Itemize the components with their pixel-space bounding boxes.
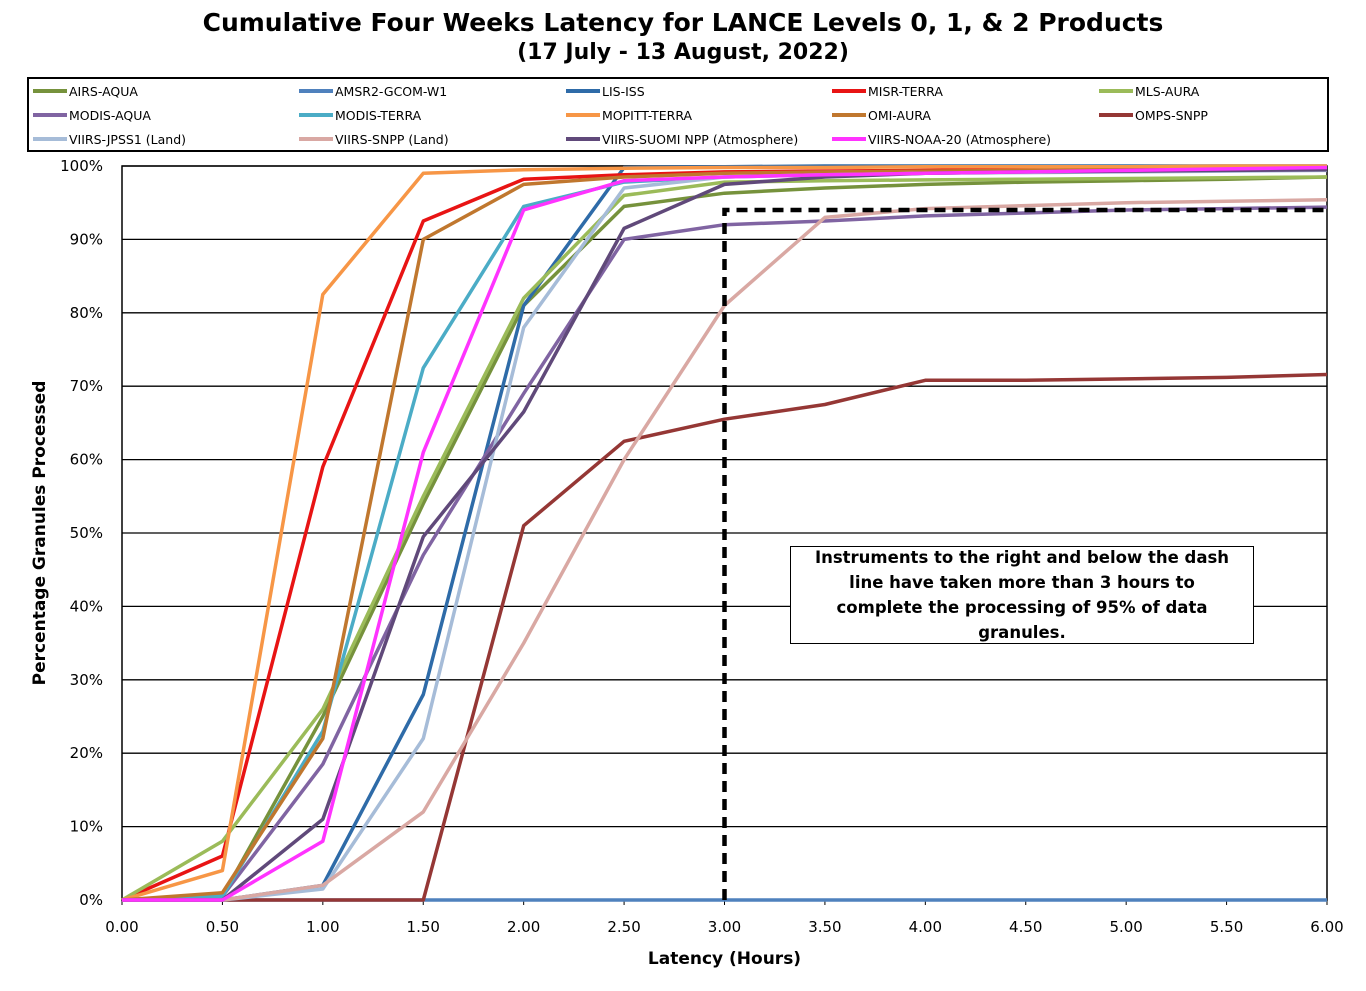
y-tick-label: 40% [70, 597, 103, 615]
legend-label: MLS-AURA [1135, 83, 1200, 99]
x-tick-label: 3.00 [708, 918, 741, 936]
legend-label: MODIS-AQUA [69, 107, 151, 123]
legend-item: OMPS-SNPP [1099, 103, 1208, 127]
series-line-mls-aura [121, 175, 1328, 902]
legend-swatch [566, 89, 600, 93]
legend-swatch [1099, 89, 1133, 93]
legend-swatch [832, 113, 866, 117]
annotation-box: Instruments to the right and below the d… [790, 546, 1254, 644]
x-tick-label: 1.00 [306, 918, 339, 936]
chart-title: Cumulative Four Weeks Latency for LANCE … [202, 8, 1164, 37]
y-tick-label: 90% [70, 230, 103, 248]
legend-label: AMSR2-GCOM-W1 [335, 83, 448, 99]
legend-label: VIIRS-JPSS1 (Land) [69, 131, 187, 147]
x-tick-label: 6.00 [1310, 918, 1343, 936]
series-line-mopitt-terra [121, 164, 1327, 902]
legend-swatch [33, 137, 67, 141]
legend-item: AMSR2-GCOM-W1 [299, 79, 447, 103]
y-tick-label: 0% [79, 891, 103, 909]
legend: AIRS-AQUA AMSR2-GCOM-W1 LIS-ISS MISR-TERRA M… [27, 77, 1329, 152]
legend-item: MODIS-TERRA [299, 103, 421, 127]
y-tick-label: 100% [60, 157, 103, 175]
legend-item: MODIS-AQUA [33, 103, 151, 127]
legend-label: AIRS-AQUA [69, 83, 138, 99]
legend-swatch [33, 113, 67, 117]
x-tick-label: 5.00 [1109, 918, 1142, 936]
legend-label: MODIS-TERRA [335, 107, 422, 123]
x-tick-label: 5.50 [1210, 918, 1243, 936]
legend-swatch [832, 89, 866, 93]
legend-label: VIIRS-SUOMI NPP (Atmosphere) [602, 131, 799, 147]
series-line-viirs-noaa-20-atmosphere- [122, 165, 1328, 902]
x-tick-label: 4.00 [909, 918, 942, 936]
y-tick-label: 80% [70, 304, 103, 322]
series-line-omps-snpp [122, 372, 1328, 902]
legend-swatch [566, 137, 600, 141]
legend-swatch [566, 113, 600, 117]
legend-label: OMI-AURA [868, 107, 931, 123]
series-line-airs-aqua [121, 175, 1328, 902]
legend-swatch [832, 137, 866, 141]
y-tick-label: 70% [70, 377, 103, 395]
x-tick-label: 0.50 [206, 918, 239, 936]
x-axis-label: Latency (Hours) [648, 949, 801, 969]
x-tick-label: 1.50 [407, 918, 440, 936]
legend-label: LIS-ISS [602, 83, 645, 99]
x-tick-label: 0.00 [105, 918, 138, 936]
legend-item: MOPITT-TERRA [566, 103, 692, 127]
legend-swatch [299, 89, 333, 93]
legend-swatch [299, 137, 333, 141]
legend-item: VIIRS-NOAA-20 (Atmosphere) [832, 127, 1051, 151]
legend-item: MLS-AURA [1099, 79, 1199, 103]
legend-item: MISR-TERRA [832, 79, 943, 103]
x-tick-label: 4.50 [1009, 918, 1042, 936]
y-tick-label: 20% [70, 744, 103, 762]
legend-label: OMPS-SNPP [1135, 107, 1208, 123]
legend-label: MISR-TERRA [868, 83, 943, 99]
y-tick-label: 50% [70, 524, 103, 542]
y-tick-label: 10% [70, 818, 103, 836]
legend-item: OMI-AURA [832, 103, 931, 127]
annotation-text: Instruments to the right and below the d… [814, 548, 1230, 642]
y-axis-label: Percentage Granules Processed [30, 381, 50, 686]
threshold-dash-line [722, 207, 1327, 900]
legend-item: VIIRS-JPSS1 (Land) [33, 127, 186, 151]
chart-subtitle: (17 July - 13 August, 2022) [517, 40, 849, 65]
legend-swatch [299, 113, 333, 117]
legend-label: VIIRS-SNPP (Land) [335, 131, 449, 147]
x-tick-label: 2.00 [507, 918, 540, 936]
legend-item: AIRS-AQUA [33, 79, 138, 103]
y-tick-label: 30% [70, 671, 103, 689]
x-tick-label: 3.50 [808, 918, 841, 936]
legend-swatch [33, 89, 67, 93]
legend-swatch [1099, 113, 1133, 117]
legend-label: MOPITT-TERRA [602, 107, 693, 123]
legend-item: VIIRS-SNPP (Land) [299, 127, 449, 151]
legend-item: VIIRS-SUOMI NPP (Atmosphere) [566, 127, 798, 151]
legend-label: VIIRS-NOAA-20 (Atmosphere) [868, 131, 1052, 147]
legend-item: LIS-ISS [566, 79, 645, 103]
y-tick-label: 60% [70, 451, 103, 469]
x-tick-label: 2.50 [607, 918, 640, 936]
